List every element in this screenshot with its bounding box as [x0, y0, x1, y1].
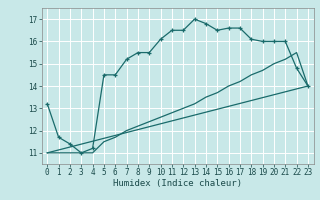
X-axis label: Humidex (Indice chaleur): Humidex (Indice chaleur) [113, 179, 242, 188]
